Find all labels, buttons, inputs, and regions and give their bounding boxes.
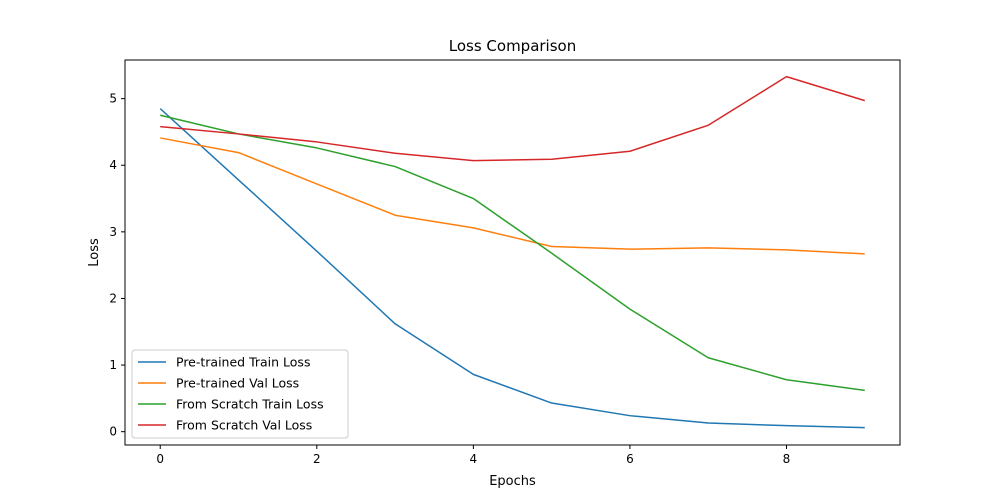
x-axis: 0 2 4 6 8 [156,445,790,466]
series-line-2 [160,137,865,255]
x-tick-label: 0 [156,452,164,466]
x-axis-label: Epochs [489,474,536,489]
y-tick-label: 4 [109,158,117,172]
y-axis-label: Loss [87,238,102,267]
legend-label: From Scratch Val Loss [176,418,312,433]
plot-area [159,75,865,429]
x-tick-label: 6 [626,452,634,466]
series-line-3 [160,114,865,392]
y-tick-label: 2 [109,291,117,305]
legend-label: Pre-trained Train Loss [176,355,310,370]
y-tick-label: 1 [109,358,117,372]
y-tick-label: 3 [109,225,117,239]
legend: Pre-trained Train Loss Pre-trained Val Lo… [131,349,349,439]
series-line-1 [159,108,865,429]
x-tick-label: 4 [470,452,478,466]
y-tick-label: 5 [109,92,117,106]
legend-label: From Scratch Train Loss [176,397,324,412]
chart-title: Loss Comparison [449,37,576,55]
legend-label: Pre-trained Val Loss [176,376,299,391]
legend-box [131,349,349,439]
y-axis: 0 1 2 3 4 5 [109,92,125,439]
y-tick-label: 0 [109,425,117,439]
series-line-4 [160,75,865,162]
plot-frame [124,59,901,446]
x-tick-label: 8 [783,452,791,466]
x-tick-label: 2 [313,452,321,466]
